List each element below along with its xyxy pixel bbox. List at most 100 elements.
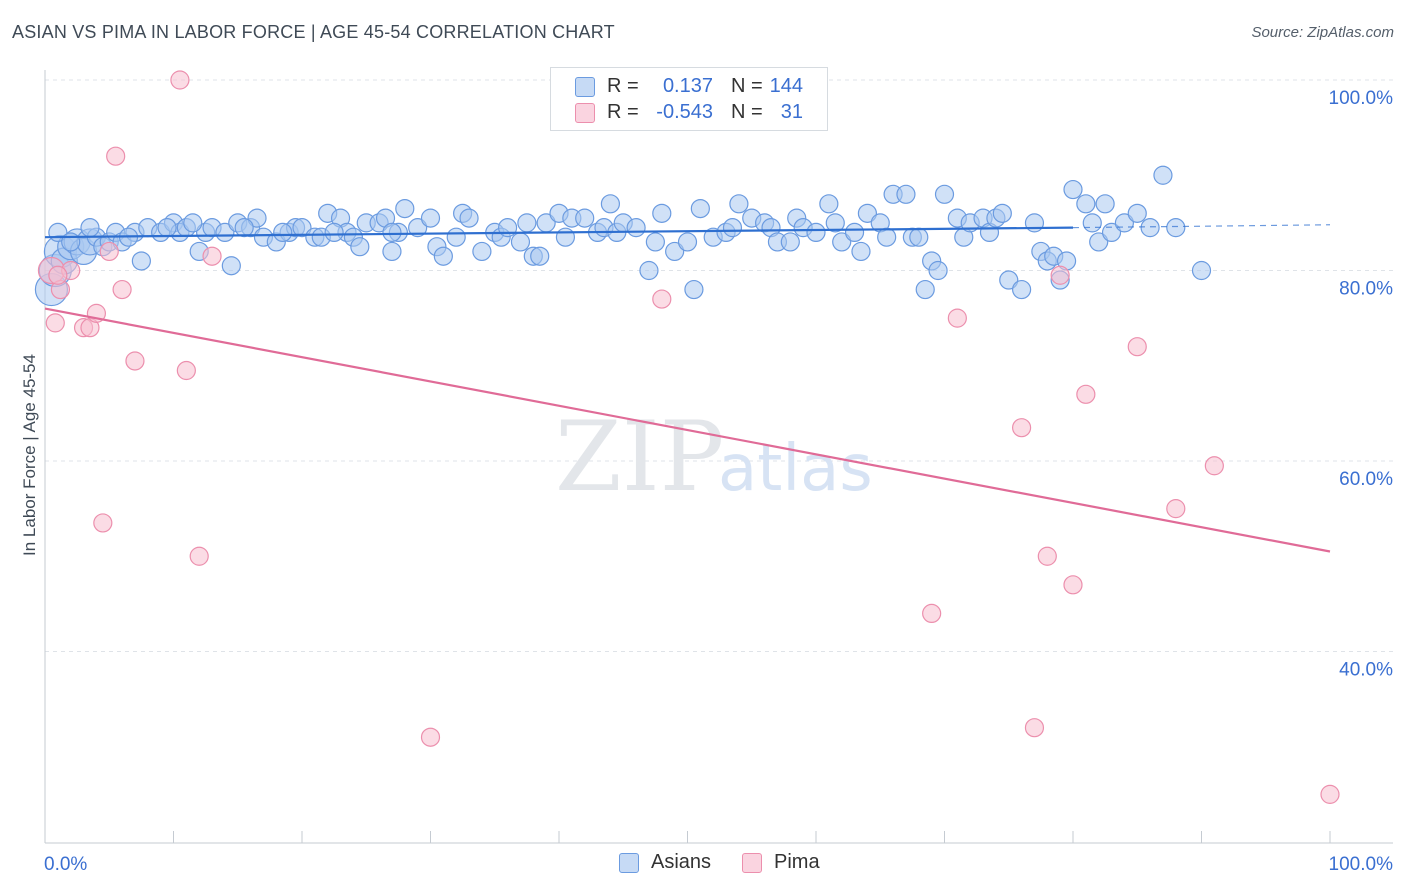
pima-point	[947, 308, 967, 328]
pima-point	[48, 265, 68, 285]
legend-n-label: N =	[731, 101, 763, 123]
pima-point	[1024, 718, 1045, 738]
asians-point	[530, 246, 550, 266]
source-credit: Source: ZipAtlas.com	[1251, 24, 1394, 41]
pima-point	[1050, 265, 1070, 285]
gridlines	[45, 79, 1393, 652]
asians-point	[690, 198, 710, 219]
asians-point	[433, 246, 453, 266]
asians-points	[34, 165, 1212, 307]
asians-trend-extension	[1072, 224, 1331, 229]
asians-point	[915, 279, 935, 300]
watermark-atlas: atlas	[718, 432, 873, 506]
pima-point	[93, 513, 113, 533]
asians-point	[292, 218, 312, 238]
asians-point	[992, 203, 1012, 223]
asians-point	[1191, 260, 1212, 281]
pima-point	[922, 603, 942, 624]
asians-n-value: 144	[769, 75, 803, 97]
asians-point	[825, 213, 845, 233]
asians-point	[819, 194, 839, 214]
asians-point	[517, 213, 537, 233]
asians-swatch	[575, 77, 595, 97]
pima-point	[176, 360, 196, 381]
pima-point	[1063, 575, 1083, 595]
asians-point	[131, 251, 151, 271]
asians-point	[1140, 218, 1160, 238]
asians-point	[626, 218, 646, 238]
trend-lines	[44, 224, 1331, 553]
pima-point	[125, 351, 145, 371]
y-tick-label: 100.0%	[1329, 88, 1394, 109]
pima-legend-swatch	[742, 853, 762, 873]
pima-point	[189, 546, 209, 566]
pima-point	[1037, 546, 1057, 566]
asians-point	[1127, 203, 1147, 223]
asians-point	[806, 222, 826, 242]
asians-point	[652, 203, 672, 223]
pima-legend-label: Pima	[774, 851, 820, 873]
asians-point	[1024, 213, 1045, 233]
asians-point	[844, 222, 865, 242]
asians-point	[510, 232, 531, 252]
pima-point	[112, 279, 132, 300]
legend-r-label: R =	[607, 101, 639, 123]
asians-point	[877, 227, 897, 247]
pima-point	[1076, 384, 1096, 404]
pima-point	[1166, 499, 1186, 519]
pima-n-value: 31	[780, 101, 803, 123]
asians-point	[61, 232, 81, 252]
asians-point	[729, 194, 749, 214]
asians-point	[408, 218, 428, 238]
asians-point	[575, 208, 595, 228]
asians-point	[780, 232, 800, 252]
x-tick-label-min: 0.0%	[44, 854, 87, 875]
asians-point	[80, 218, 100, 238]
watermark-zip: ZIP	[555, 401, 724, 513]
asians-point	[645, 232, 665, 252]
asians-point	[684, 279, 704, 300]
asians-point	[851, 241, 871, 262]
legend-r-label: R =	[607, 75, 639, 97]
asians-point	[395, 198, 415, 219]
asians-point	[1101, 222, 1122, 242]
asians-legend-swatch	[619, 853, 639, 873]
asians-point	[999, 270, 1019, 290]
asians-point	[157, 218, 177, 238]
pima-point	[1320, 784, 1340, 804]
pima-trend-line	[44, 307, 1331, 553]
asians-point	[1095, 194, 1115, 214]
asians-point	[459, 208, 479, 228]
y-tick-label: 80.0%	[1339, 279, 1393, 300]
pima-point	[1011, 418, 1032, 438]
tick-labels: 100.0% 80.0% 60.0% 40.0% 0.0% 100.0% In Labor …	[20, 88, 1393, 875]
y-tick-label: 60.0%	[1339, 469, 1393, 490]
pima-point	[202, 246, 222, 266]
asians-point	[350, 237, 370, 257]
asians-point	[247, 208, 267, 228]
x-tick-label-max: 100.0%	[1329, 854, 1394, 875]
pima-point	[106, 146, 126, 166]
pima-point	[420, 727, 441, 747]
asians-point	[1011, 279, 1032, 300]
pima-swatch	[575, 103, 595, 123]
asians-point	[934, 184, 955, 204]
asians-r-value: 0.137	[662, 75, 713, 97]
asians-point	[857, 203, 878, 223]
chart-title: ASIAN VS PIMA IN LABOR FORCE | AGE 45-54…	[12, 22, 615, 42]
asians-trend-line	[44, 226, 1074, 239]
pima-point	[99, 241, 119, 262]
asians-point	[234, 218, 254, 238]
asians-point	[665, 241, 685, 262]
y-tick-label: 40.0%	[1339, 660, 1393, 681]
pima-r-value: -0.543	[656, 101, 713, 123]
asians-point	[221, 256, 241, 276]
asians-point	[832, 232, 852, 252]
asians-legend-label: Asians	[651, 851, 712, 873]
asians-point	[1166, 218, 1186, 238]
asians-point	[382, 241, 402, 262]
asians-point	[1089, 232, 1109, 252]
asians-point	[1063, 179, 1083, 200]
asians-point	[420, 208, 441, 228]
